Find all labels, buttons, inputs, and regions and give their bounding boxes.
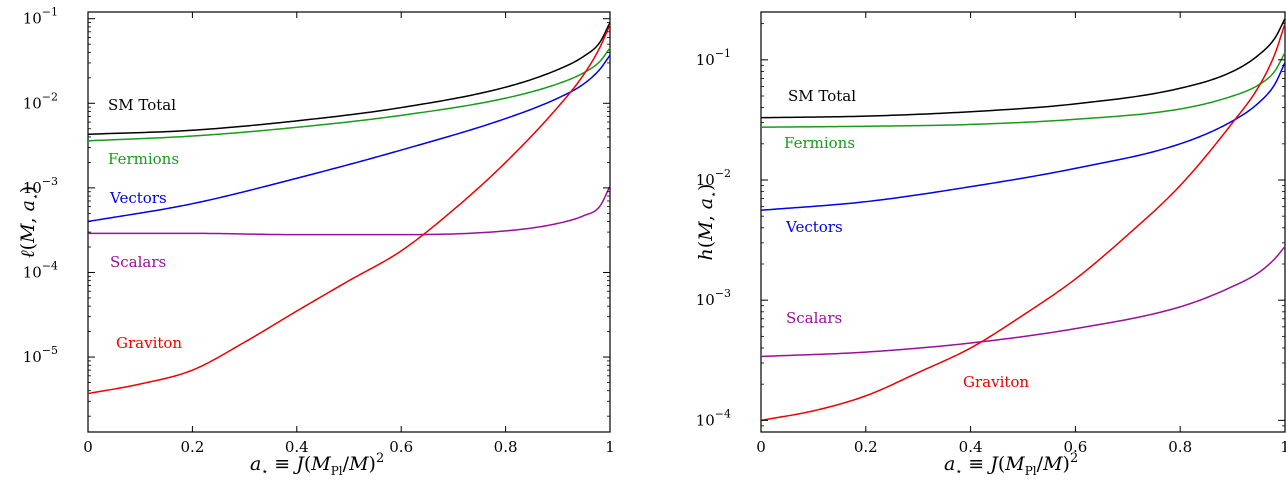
left-y-axis-label: ℓ(M, a⋆) [17, 186, 42, 259]
right-series-sm-total-line [760, 18, 1286, 119]
left-series-scalars-label: Scalars [110, 253, 166, 271]
right-x-tick-label: 1 [1280, 438, 1286, 456]
left-series-vectors-line [87, 54, 611, 223]
left-chart-panel: SM Total Fermions Vectors Scalars Graviton 0… [17, 6, 615, 478]
right-series-vectors-label: Vectors [785, 218, 843, 236]
right-series-sm-total-label: SM Total [788, 87, 856, 105]
right-series-graviton-line [760, 23, 1286, 422]
right-series-scalars-line [760, 245, 1286, 358]
left-x-tick-label: 0.6 [389, 438, 413, 456]
right-series-vectors-line [760, 62, 1286, 212]
right-y-tick-label: 10−4 [696, 407, 731, 429]
right-chart-panel: SM Total Fermions Vectors Scalars Graviton 0… [695, 11, 1286, 478]
left-series-sm-total-line [87, 22, 611, 136]
left-series-fermions-line [87, 47, 611, 142]
left-y-tick-label: 10−2 [23, 90, 58, 112]
right-x-axis-label: a⋆ ≡ J(MPl/M)2 [944, 451, 1078, 478]
left-x-tick-label: 0 [83, 438, 93, 456]
right-y-axis-label: h(M, a⋆) [695, 184, 720, 261]
left-y-tick-label: 10−4 [23, 259, 58, 281]
left-x-tick-label: 0.8 [494, 438, 518, 456]
left-series-scalars-line [88, 185, 611, 236]
right-series-scalars-label: Scalars [786, 309, 842, 327]
left-x-axis-label: a⋆ ≡ J(MPl/M)2 [250, 451, 384, 478]
right-series-fermions-label: Fermions [784, 134, 855, 152]
left-x-tick-label: 0.4 [285, 438, 309, 456]
left-plot-frame [87, 11, 611, 433]
left-x-tick-label: 1 [605, 438, 615, 456]
right-y-tick-label: 10−3 [696, 287, 731, 309]
right-x-tick-label: 0.4 [959, 438, 983, 456]
right-y-tick-label: 10−1 [696, 47, 731, 69]
left-series-layer: SM Total Fermions Vectors Scalars Graviton [87, 22, 611, 395]
left-series-vectors-label: Vectors [109, 189, 167, 207]
left-series-sm-total-label: SM Total [108, 96, 176, 114]
left-series-fermions-label: Fermions [108, 150, 179, 168]
right-x-tick-label: 0.8 [1168, 438, 1192, 456]
left-y-tick-label: 10−5 [23, 344, 58, 366]
left-y-tick-label: 10−1 [23, 6, 58, 28]
right-series-graviton-label: Graviton [963, 373, 1029, 391]
right-x-tick-label: 0.6 [1063, 438, 1087, 456]
left-series-graviton-label: Graviton [116, 334, 182, 352]
right-x-tick-label: 0.2 [854, 438, 878, 456]
right-series-layer: SM Total Fermions Vectors Scalars Graviton [760, 18, 1286, 422]
right-x-tick-label: 0 [756, 438, 766, 456]
left-series-graviton-line [87, 24, 611, 395]
left-x-tick-label: 0.2 [180, 438, 204, 456]
left-ticks-layer: 0 0.2 0.4 0.6 0.8 110−510−410−310−210−1 [23, 6, 615, 456]
right-plot-frame [760, 11, 1286, 433]
right-series-fermions-line [760, 52, 1286, 128]
